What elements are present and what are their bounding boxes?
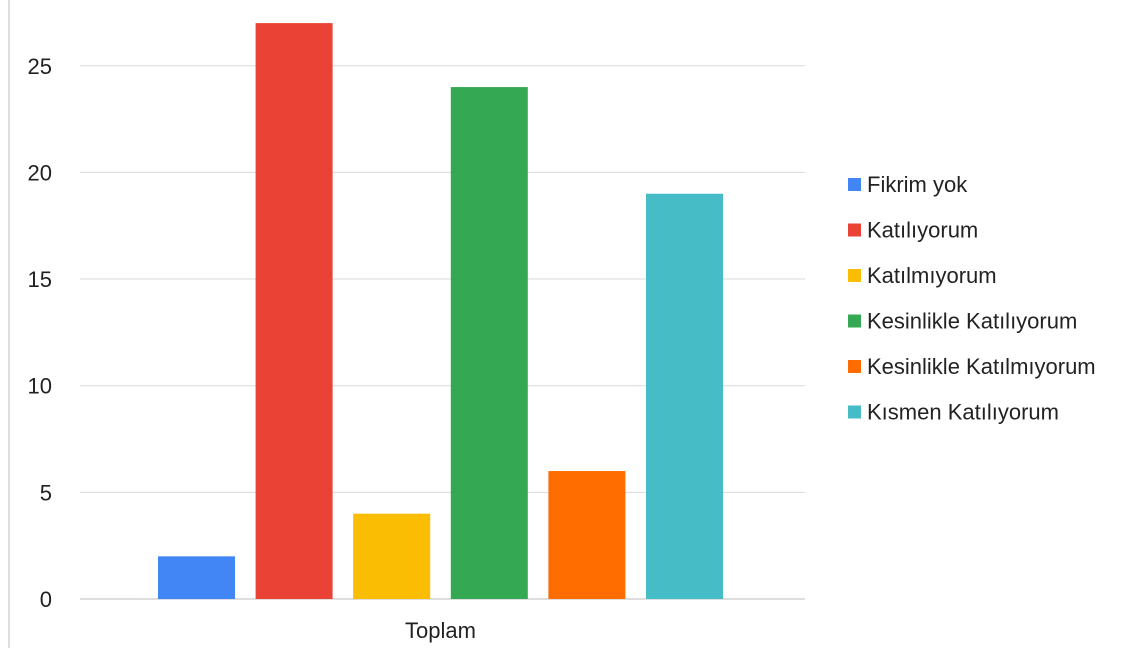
legend-label: Kesinlikle Katılıyorum	[867, 309, 1077, 334]
x-axis-categories: Toplam	[405, 618, 476, 643]
bar[interactable]	[450, 87, 528, 599]
y-axis-ticks: 0 5 10 15 20 25	[28, 54, 52, 612]
bars	[158, 23, 723, 600]
legend-item[interactable]: Kesinlikle Katılmıyorum	[848, 354, 1096, 379]
y-tick-label: 0	[40, 587, 52, 612]
legend-label: Kesinlikle Katılmıyorum	[867, 354, 1096, 379]
y-tick-label: 5	[40, 480, 52, 505]
legend-swatch	[848, 223, 861, 237]
legend-label: Katılıyorum	[867, 218, 978, 243]
legend-item[interactable]: Fikrim yok	[848, 172, 968, 197]
legend-swatch	[848, 178, 861, 191]
legend-swatch	[848, 314, 861, 328]
y-tick-label: 20	[28, 160, 52, 185]
bar[interactable]	[646, 193, 723, 600]
legend-swatch	[848, 405, 861, 419]
legend-item[interactable]: Katılıyorum	[848, 218, 978, 243]
legend-label: Fikrim yok	[867, 172, 968, 197]
bar[interactable]	[158, 556, 235, 599]
bar[interactable]	[255, 23, 333, 599]
legend: Fikrim yok Katılıyorum Katılmıyorum Kesinli…	[848, 172, 1096, 425]
bar[interactable]	[548, 471, 626, 599]
legend-label: Kısmen Katılıyorum	[867, 400, 1059, 425]
legend-item[interactable]: Kesinlikle Katılıyorum	[848, 309, 1077, 334]
legend-swatch	[848, 360, 861, 373]
legend-item[interactable]: Kısmen Katılıyorum	[848, 400, 1059, 425]
y-tick-label: 10	[28, 374, 52, 399]
y-tick-label: 15	[28, 267, 52, 292]
legend-label: Katılmıyorum	[867, 263, 997, 288]
x-category-label: Toplam	[405, 618, 476, 643]
legend-item[interactable]: Katılmıyorum	[848, 263, 997, 288]
y-tick-label: 25	[28, 54, 52, 79]
legend-swatch	[848, 269, 861, 282]
bar[interactable]	[353, 513, 431, 599]
